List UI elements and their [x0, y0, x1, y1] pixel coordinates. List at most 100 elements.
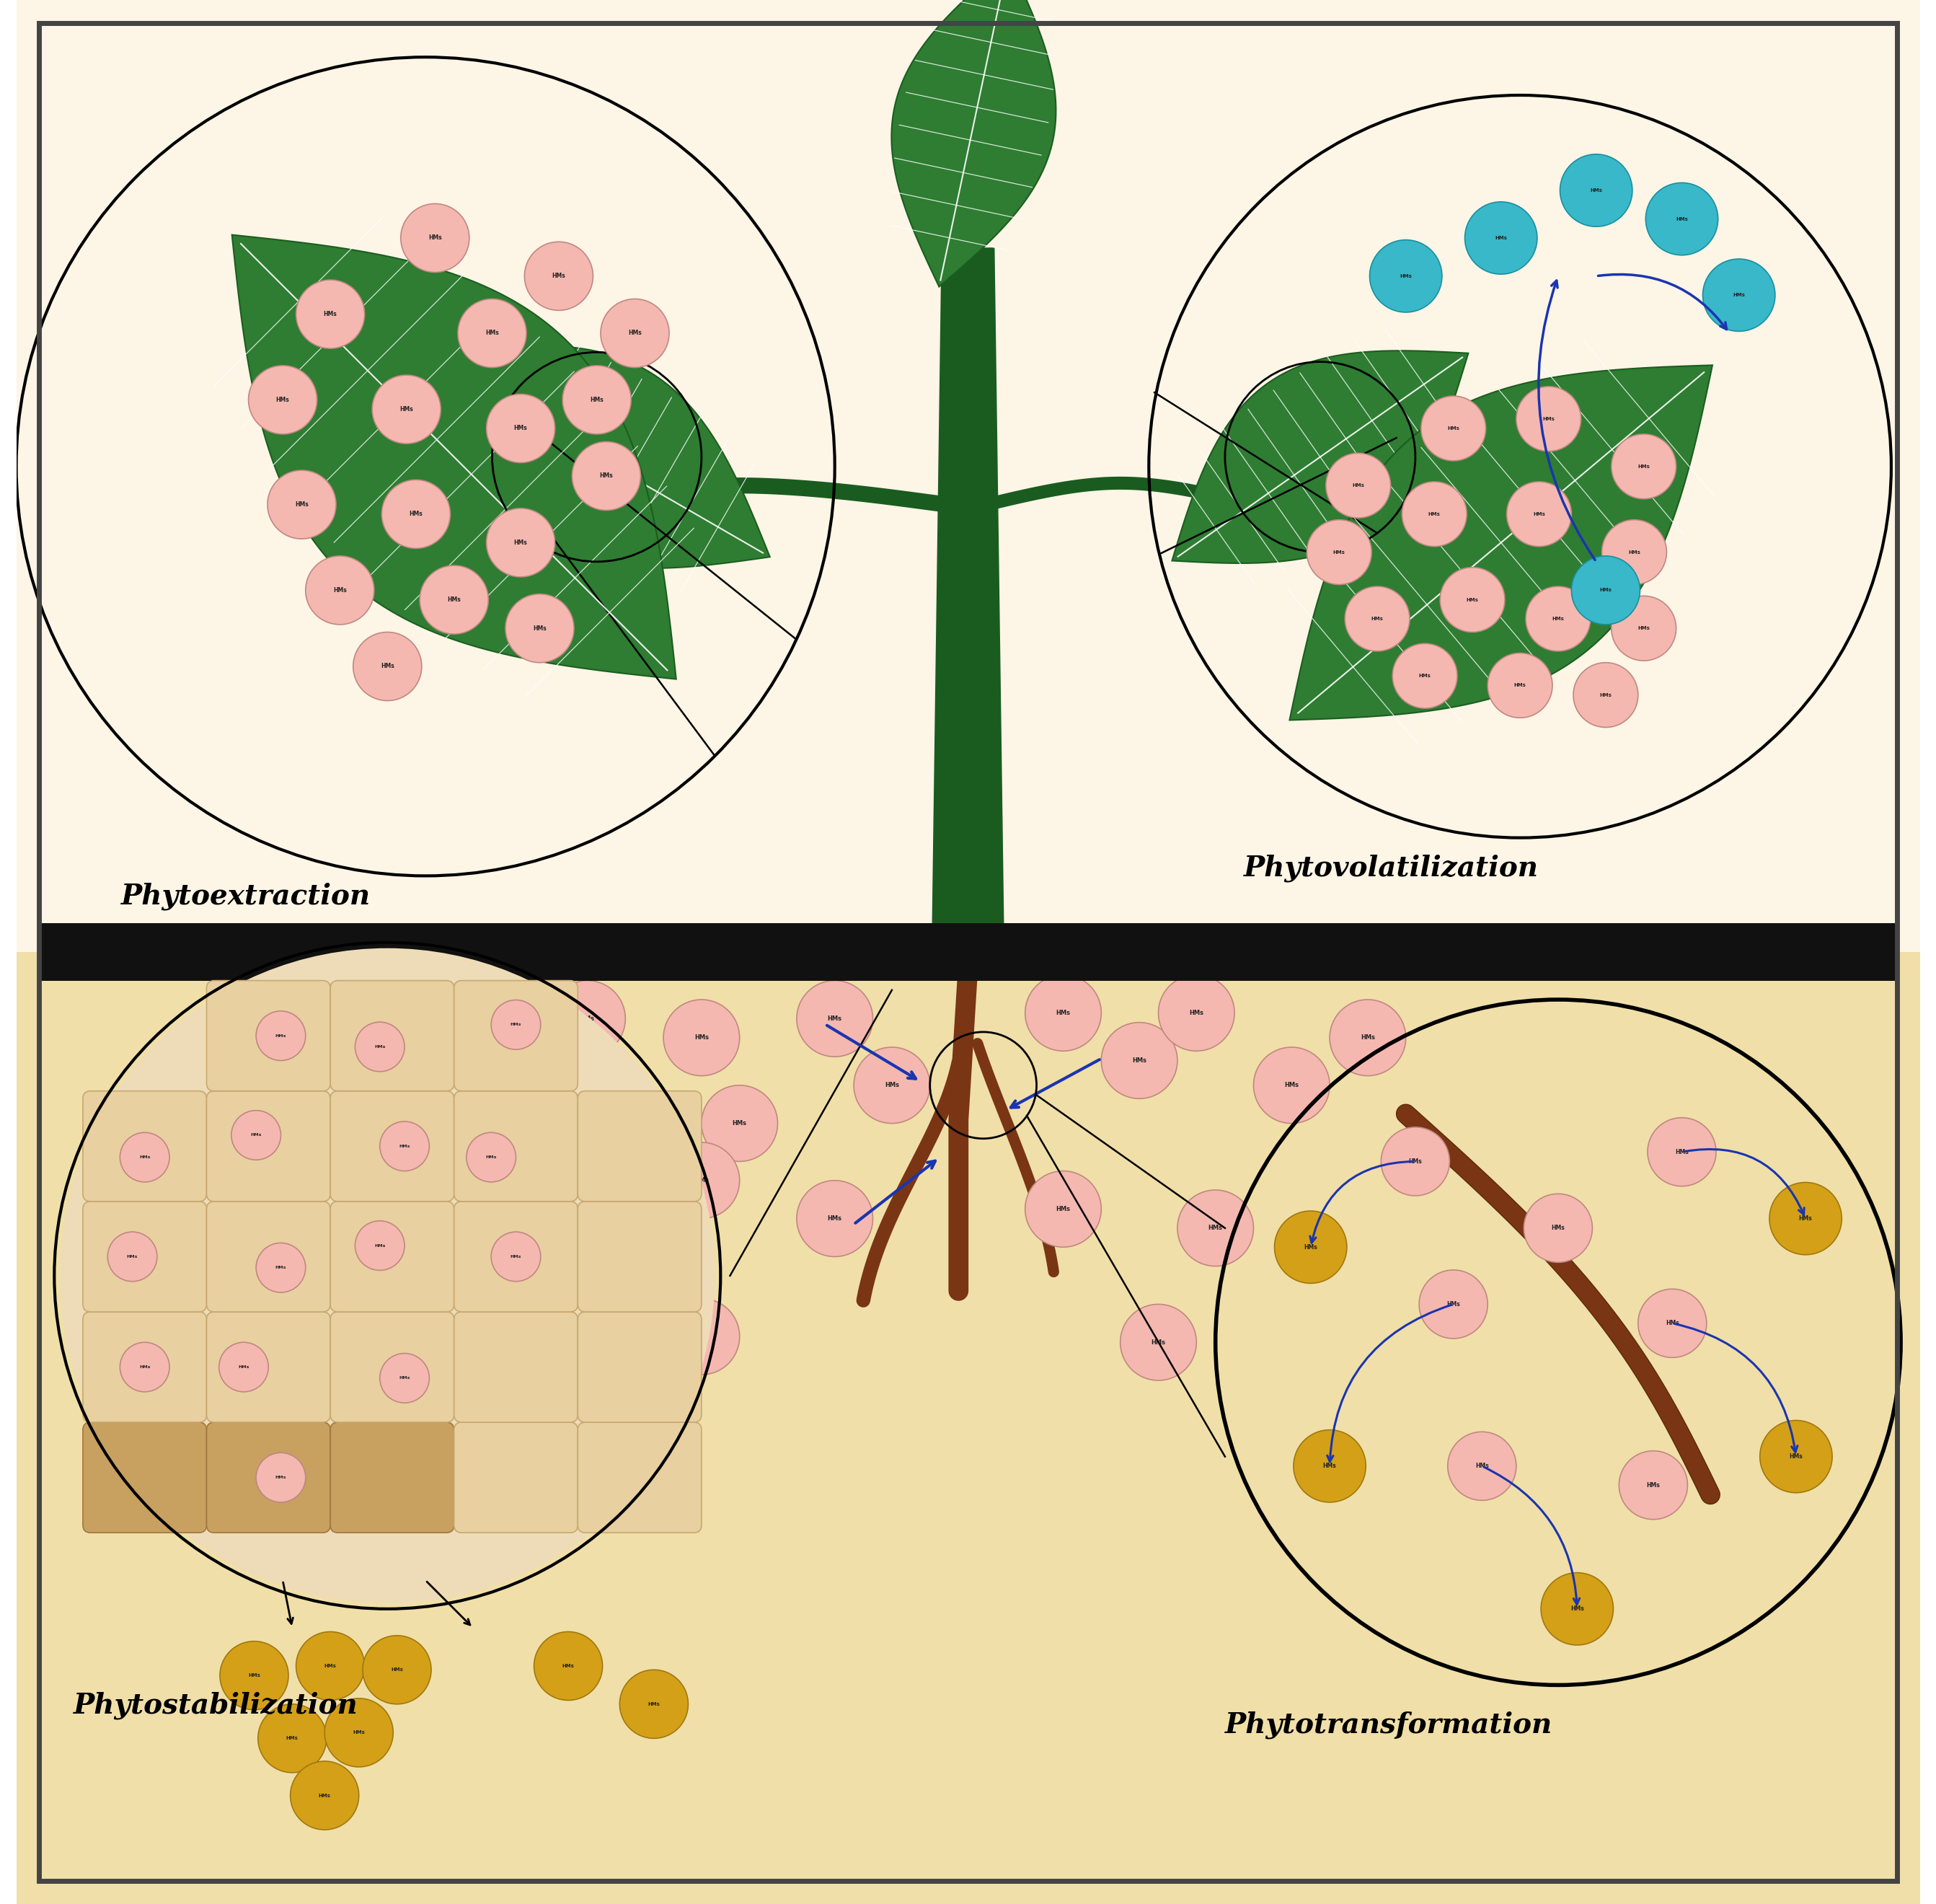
Circle shape: [325, 1698, 393, 1767]
Polygon shape: [232, 234, 676, 680]
Circle shape: [256, 1453, 306, 1502]
Text: HMs: HMs: [238, 1365, 250, 1369]
Text: HMs: HMs: [333, 586, 347, 594]
Text: HMs: HMs: [827, 1215, 842, 1222]
FancyBboxPatch shape: [455, 1091, 577, 1201]
Text: HMs: HMs: [275, 1034, 287, 1038]
Text: Phytoextraction: Phytoextraction: [120, 883, 370, 910]
Circle shape: [1448, 1432, 1516, 1500]
FancyBboxPatch shape: [331, 1422, 455, 1533]
Bar: [39, 923, 1897, 981]
Circle shape: [248, 366, 318, 434]
Circle shape: [571, 442, 641, 510]
FancyBboxPatch shape: [577, 1091, 701, 1201]
FancyBboxPatch shape: [577, 1422, 701, 1533]
Text: HMs: HMs: [1322, 1462, 1336, 1470]
Circle shape: [256, 1011, 306, 1061]
FancyBboxPatch shape: [577, 1201, 701, 1312]
Text: HMs: HMs: [1589, 188, 1603, 192]
Text: HMs: HMs: [1152, 1339, 1165, 1346]
Circle shape: [1516, 387, 1582, 451]
Circle shape: [534, 1632, 602, 1700]
Circle shape: [664, 1142, 740, 1219]
Circle shape: [1524, 1194, 1593, 1262]
Text: HMs: HMs: [408, 510, 422, 518]
Text: HMs: HMs: [1533, 512, 1545, 516]
Text: HMs: HMs: [1419, 674, 1431, 678]
FancyBboxPatch shape: [577, 1312, 701, 1422]
Circle shape: [1402, 482, 1467, 546]
Text: HMs: HMs: [532, 625, 546, 632]
Text: HMs: HMs: [1665, 1319, 1679, 1327]
Circle shape: [1487, 653, 1553, 718]
Circle shape: [798, 1180, 873, 1257]
Bar: [39, 23, 1897, 925]
Circle shape: [1274, 1211, 1347, 1283]
Text: HMs: HMs: [1599, 693, 1613, 697]
Text: HMs: HMs: [486, 329, 499, 337]
Circle shape: [1574, 663, 1638, 727]
Text: HMs: HMs: [1466, 598, 1479, 602]
Circle shape: [221, 1641, 288, 1710]
Circle shape: [352, 632, 422, 701]
Text: HMs: HMs: [1543, 417, 1555, 421]
Circle shape: [120, 1342, 170, 1392]
Circle shape: [1638, 1289, 1706, 1358]
Text: HMs: HMs: [511, 1022, 521, 1026]
Text: HMs: HMs: [1677, 217, 1688, 221]
Circle shape: [230, 1110, 281, 1160]
Circle shape: [379, 1121, 430, 1171]
Circle shape: [467, 1133, 515, 1182]
Circle shape: [372, 375, 441, 444]
Circle shape: [1024, 1171, 1102, 1247]
Text: HMs: HMs: [486, 1156, 498, 1160]
FancyBboxPatch shape: [207, 1422, 331, 1533]
Text: HMs: HMs: [294, 501, 308, 508]
Circle shape: [1177, 1190, 1253, 1266]
Text: HMs: HMs: [391, 1668, 403, 1672]
Text: HMs: HMs: [511, 1255, 521, 1259]
Circle shape: [290, 1761, 358, 1830]
FancyBboxPatch shape: [455, 981, 577, 1091]
Text: HMs: HMs: [1599, 588, 1613, 592]
Text: HMs: HMs: [695, 1333, 709, 1340]
Text: HMs: HMs: [1448, 426, 1460, 430]
Circle shape: [1419, 1270, 1487, 1339]
Text: HMs: HMs: [1551, 1224, 1564, 1232]
Circle shape: [1611, 596, 1677, 661]
Circle shape: [1392, 644, 1458, 708]
Circle shape: [664, 1299, 740, 1375]
Text: HMs: HMs: [1208, 1224, 1224, 1232]
Text: HMs: HMs: [250, 1133, 261, 1137]
Circle shape: [379, 1354, 430, 1403]
Circle shape: [505, 594, 573, 663]
Text: HMs: HMs: [1055, 1009, 1071, 1017]
Circle shape: [1770, 1182, 1841, 1255]
Circle shape: [798, 981, 873, 1057]
Bar: [39, 979, 1897, 1881]
Text: HMs: HMs: [1638, 626, 1649, 630]
Circle shape: [1346, 586, 1409, 651]
Text: HMs: HMs: [1133, 1057, 1146, 1064]
Polygon shape: [1289, 366, 1713, 720]
Text: HMs: HMs: [447, 596, 461, 604]
Text: HMs: HMs: [374, 1243, 385, 1247]
Circle shape: [563, 366, 631, 434]
FancyBboxPatch shape: [455, 1422, 577, 1533]
Text: HMs: HMs: [1475, 1462, 1489, 1470]
Polygon shape: [1171, 350, 1467, 564]
Circle shape: [1611, 434, 1677, 499]
Text: HMs: HMs: [1799, 1215, 1812, 1222]
Text: HMs: HMs: [732, 1120, 747, 1127]
Circle shape: [108, 1232, 157, 1281]
Circle shape: [486, 508, 556, 577]
Circle shape: [267, 470, 337, 539]
Text: HMs: HMs: [139, 1156, 151, 1160]
Text: HMs: HMs: [1400, 274, 1411, 278]
Text: Phytostabilization: Phytostabilization: [74, 1693, 358, 1719]
Text: HMs: HMs: [649, 1702, 660, 1706]
Text: HMs: HMs: [1646, 1481, 1659, 1489]
Circle shape: [257, 1704, 327, 1773]
FancyBboxPatch shape: [83, 1091, 207, 1201]
Circle shape: [381, 480, 451, 548]
